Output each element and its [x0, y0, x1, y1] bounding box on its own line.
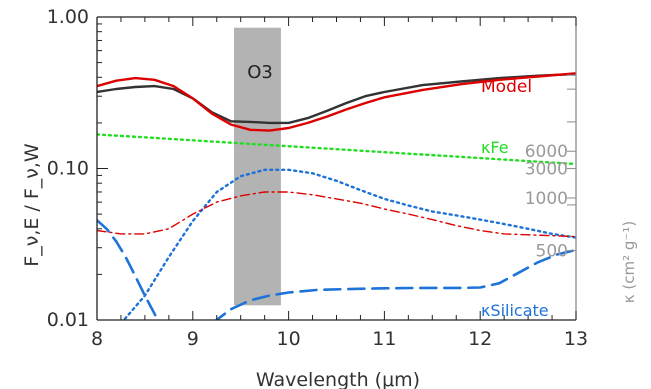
- x-tick-label: 13: [564, 328, 588, 350]
- kappa-silicate-label: κSilicate: [481, 301, 549, 320]
- series-line-2: [97, 133, 576, 166]
- series-line-0: [97, 72, 576, 125]
- xlabel: Wavelength (μm): [256, 369, 420, 389]
- y-tick-label-right: 6000: [525, 142, 568, 162]
- y-tick-label-left: 0.10: [47, 158, 89, 180]
- series-layer: [97, 72, 576, 320]
- series-line-4: [97, 191, 576, 238]
- y-tick-label-right: 500: [536, 242, 568, 262]
- series-line-3: [122, 168, 576, 320]
- o3-band: [233, 27, 281, 306]
- series-line-5: [97, 219, 160, 320]
- band-label: O3: [247, 62, 273, 83]
- kappa-fe-label: κFe: [481, 138, 509, 157]
- model-label: Model: [481, 77, 532, 97]
- y-tick-label-left: 1.00: [47, 6, 89, 28]
- ylabel-left: F_ν,E / F_ν,W: [21, 143, 43, 267]
- x-tick-label: 11: [372, 328, 396, 350]
- text-layer: F_ν,E / F_ν,W κ (cm² g⁻¹) Wavelength (μm…: [21, 62, 638, 389]
- y-tick-label-right: 3000: [525, 160, 568, 180]
- series-line-1: [97, 72, 576, 132]
- x-tick-label: 10: [277, 328, 301, 350]
- x-tick-label: 9: [187, 328, 199, 350]
- y-tick-label-left: 0.01: [47, 309, 89, 331]
- ylabel-right: κ (cm² g⁻¹): [620, 221, 638, 303]
- series-line-6: [214, 248, 576, 320]
- y-tick-label-right: 1000: [525, 189, 568, 209]
- o3-band-layer: [233, 27, 281, 306]
- x-tick-label: 12: [468, 328, 492, 350]
- x-tick-label: 8: [91, 328, 103, 350]
